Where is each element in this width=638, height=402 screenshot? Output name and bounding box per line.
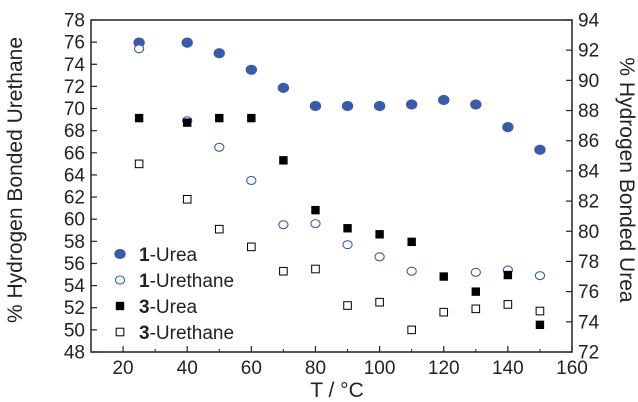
1-urethane-point — [214, 142, 225, 152]
3-urea-point — [503, 270, 513, 280]
3-urea-point — [279, 156, 288, 165]
1-urea-point — [245, 64, 258, 75]
x-tick-label: 40 — [177, 358, 198, 379]
left-y-tick-label: 68 — [64, 121, 85, 142]
1-urea-point — [309, 100, 322, 112]
x-tick-label: 140 — [492, 358, 524, 379]
1-urea-point — [405, 99, 418, 110]
right-y-tick-label: 76 — [578, 282, 599, 303]
1-urea-point — [277, 82, 290, 94]
legend-marker-1-urea — [114, 248, 126, 260]
1-urea-point — [213, 48, 225, 59]
3-urethane-point — [535, 306, 545, 316]
3-urea-point — [471, 287, 480, 296]
x-tick-label: 120 — [428, 358, 460, 379]
left-y-tick-label: 58 — [64, 232, 85, 253]
left-y-tick-label: 64 — [64, 165, 86, 186]
3-urethane-point — [134, 159, 144, 169]
right-y-tick-label: 80 — [578, 222, 599, 243]
left-y-tick-label: 52 — [64, 298, 85, 319]
right-y-tick-label: 92 — [578, 41, 599, 62]
1-urea-point — [181, 37, 193, 48]
plot-frame — [90, 19, 573, 353]
3-urethane-point — [279, 266, 288, 276]
1-urea-point — [373, 100, 386, 112]
x-tick-label: 100 — [364, 358, 396, 379]
1-urea-point — [534, 144, 546, 155]
1-urethane-point — [342, 240, 353, 250]
x-tick-label: 20 — [112, 358, 133, 379]
1-urethane-point — [470, 267, 481, 277]
left-y-tick-label: 54 — [64, 276, 86, 297]
1-urethane-point — [133, 44, 145, 54]
1-urethane-point — [278, 220, 289, 230]
1-urethane-point — [534, 271, 546, 281]
3-urea-point — [311, 205, 320, 215]
left-y-tick-label: 72 — [64, 77, 85, 98]
right-y-tick-label: 84 — [578, 161, 600, 182]
left-y-axis-title: % Hydrogen Bonded Urethane — [4, 37, 27, 323]
legend-marker-3-urea — [115, 301, 125, 311]
legend-label-3-urea: 3-Urea — [139, 297, 198, 318]
3-urea-point — [439, 272, 448, 281]
left-y-tick-label: 70 — [64, 99, 85, 120]
right-y-tick-label: 72 — [578, 343, 599, 364]
3-urea-point — [535, 320, 545, 330]
legend-label-3-urethane: 3-Urethane — [139, 323, 234, 344]
right-y-tick-label: 78 — [578, 252, 599, 273]
1-urea-point — [438, 94, 450, 106]
right-y-axis-title: % Hydrogen Bonded Urea — [615, 57, 638, 302]
left-y-tick-label: 60 — [64, 210, 85, 231]
left-y-tick-label: 56 — [64, 254, 85, 275]
3-urea-point — [183, 118, 192, 127]
3-urethane-point — [182, 194, 192, 204]
left-y-tick-label: 62 — [64, 188, 85, 209]
x-tick-label: 80 — [305, 358, 326, 379]
3-urethane-point — [214, 224, 224, 234]
3-urethane-point — [375, 297, 384, 307]
3-urea-point — [134, 113, 144, 123]
3-urea-point — [247, 113, 256, 123]
right-y-tick-label: 82 — [578, 192, 599, 213]
right-y-tick-label: 86 — [578, 131, 599, 152]
left-y-tick-label: 66 — [64, 143, 85, 164]
3-urethane-point — [407, 325, 416, 335]
left-y-tick-label: 48 — [64, 343, 85, 364]
left-y-tick-label: 74 — [64, 55, 86, 76]
legend-marker-3-urethane — [115, 327, 125, 337]
3-urethane-point — [247, 242, 256, 252]
1-urethane-point — [246, 175, 257, 186]
x-tick-label: 160 — [556, 358, 588, 379]
3-urethane-point — [311, 264, 320, 274]
legend-label-1-urea: 1-Urea — [139, 245, 198, 266]
3-urea-point — [407, 237, 416, 247]
1-urethane-point — [374, 252, 385, 262]
left-y-tick-label: 50 — [64, 320, 85, 341]
1-urea-point — [470, 99, 482, 110]
1-urethane-point — [310, 219, 321, 229]
right-y-tick-label: 88 — [578, 101, 599, 122]
x-tick-label: 60 — [241, 358, 262, 379]
3-urea-point — [343, 224, 352, 233]
legend-marker-1-urethane — [114, 275, 126, 285]
3-urethane-point — [439, 307, 449, 317]
1-urea-point — [341, 100, 354, 112]
x-axis-title: T / °C — [310, 379, 364, 402]
3-urethane-point — [471, 304, 481, 314]
3-urethane-point — [503, 300, 513, 309]
right-y-tick-label: 94 — [578, 11, 600, 32]
1-urethane-point — [406, 266, 417, 276]
left-y-tick-label: 78 — [64, 11, 85, 32]
1-urea-point — [502, 122, 514, 133]
3-urethane-point — [343, 301, 352, 310]
3-urea-point — [375, 230, 384, 239]
right-y-tick-label: 74 — [578, 312, 600, 333]
legend-label-1-urethane: 1-Urethane — [139, 271, 234, 292]
3-urea-point — [215, 113, 224, 123]
left-y-tick-label: 76 — [64, 33, 85, 54]
right-y-tick-label: 90 — [578, 71, 599, 92]
